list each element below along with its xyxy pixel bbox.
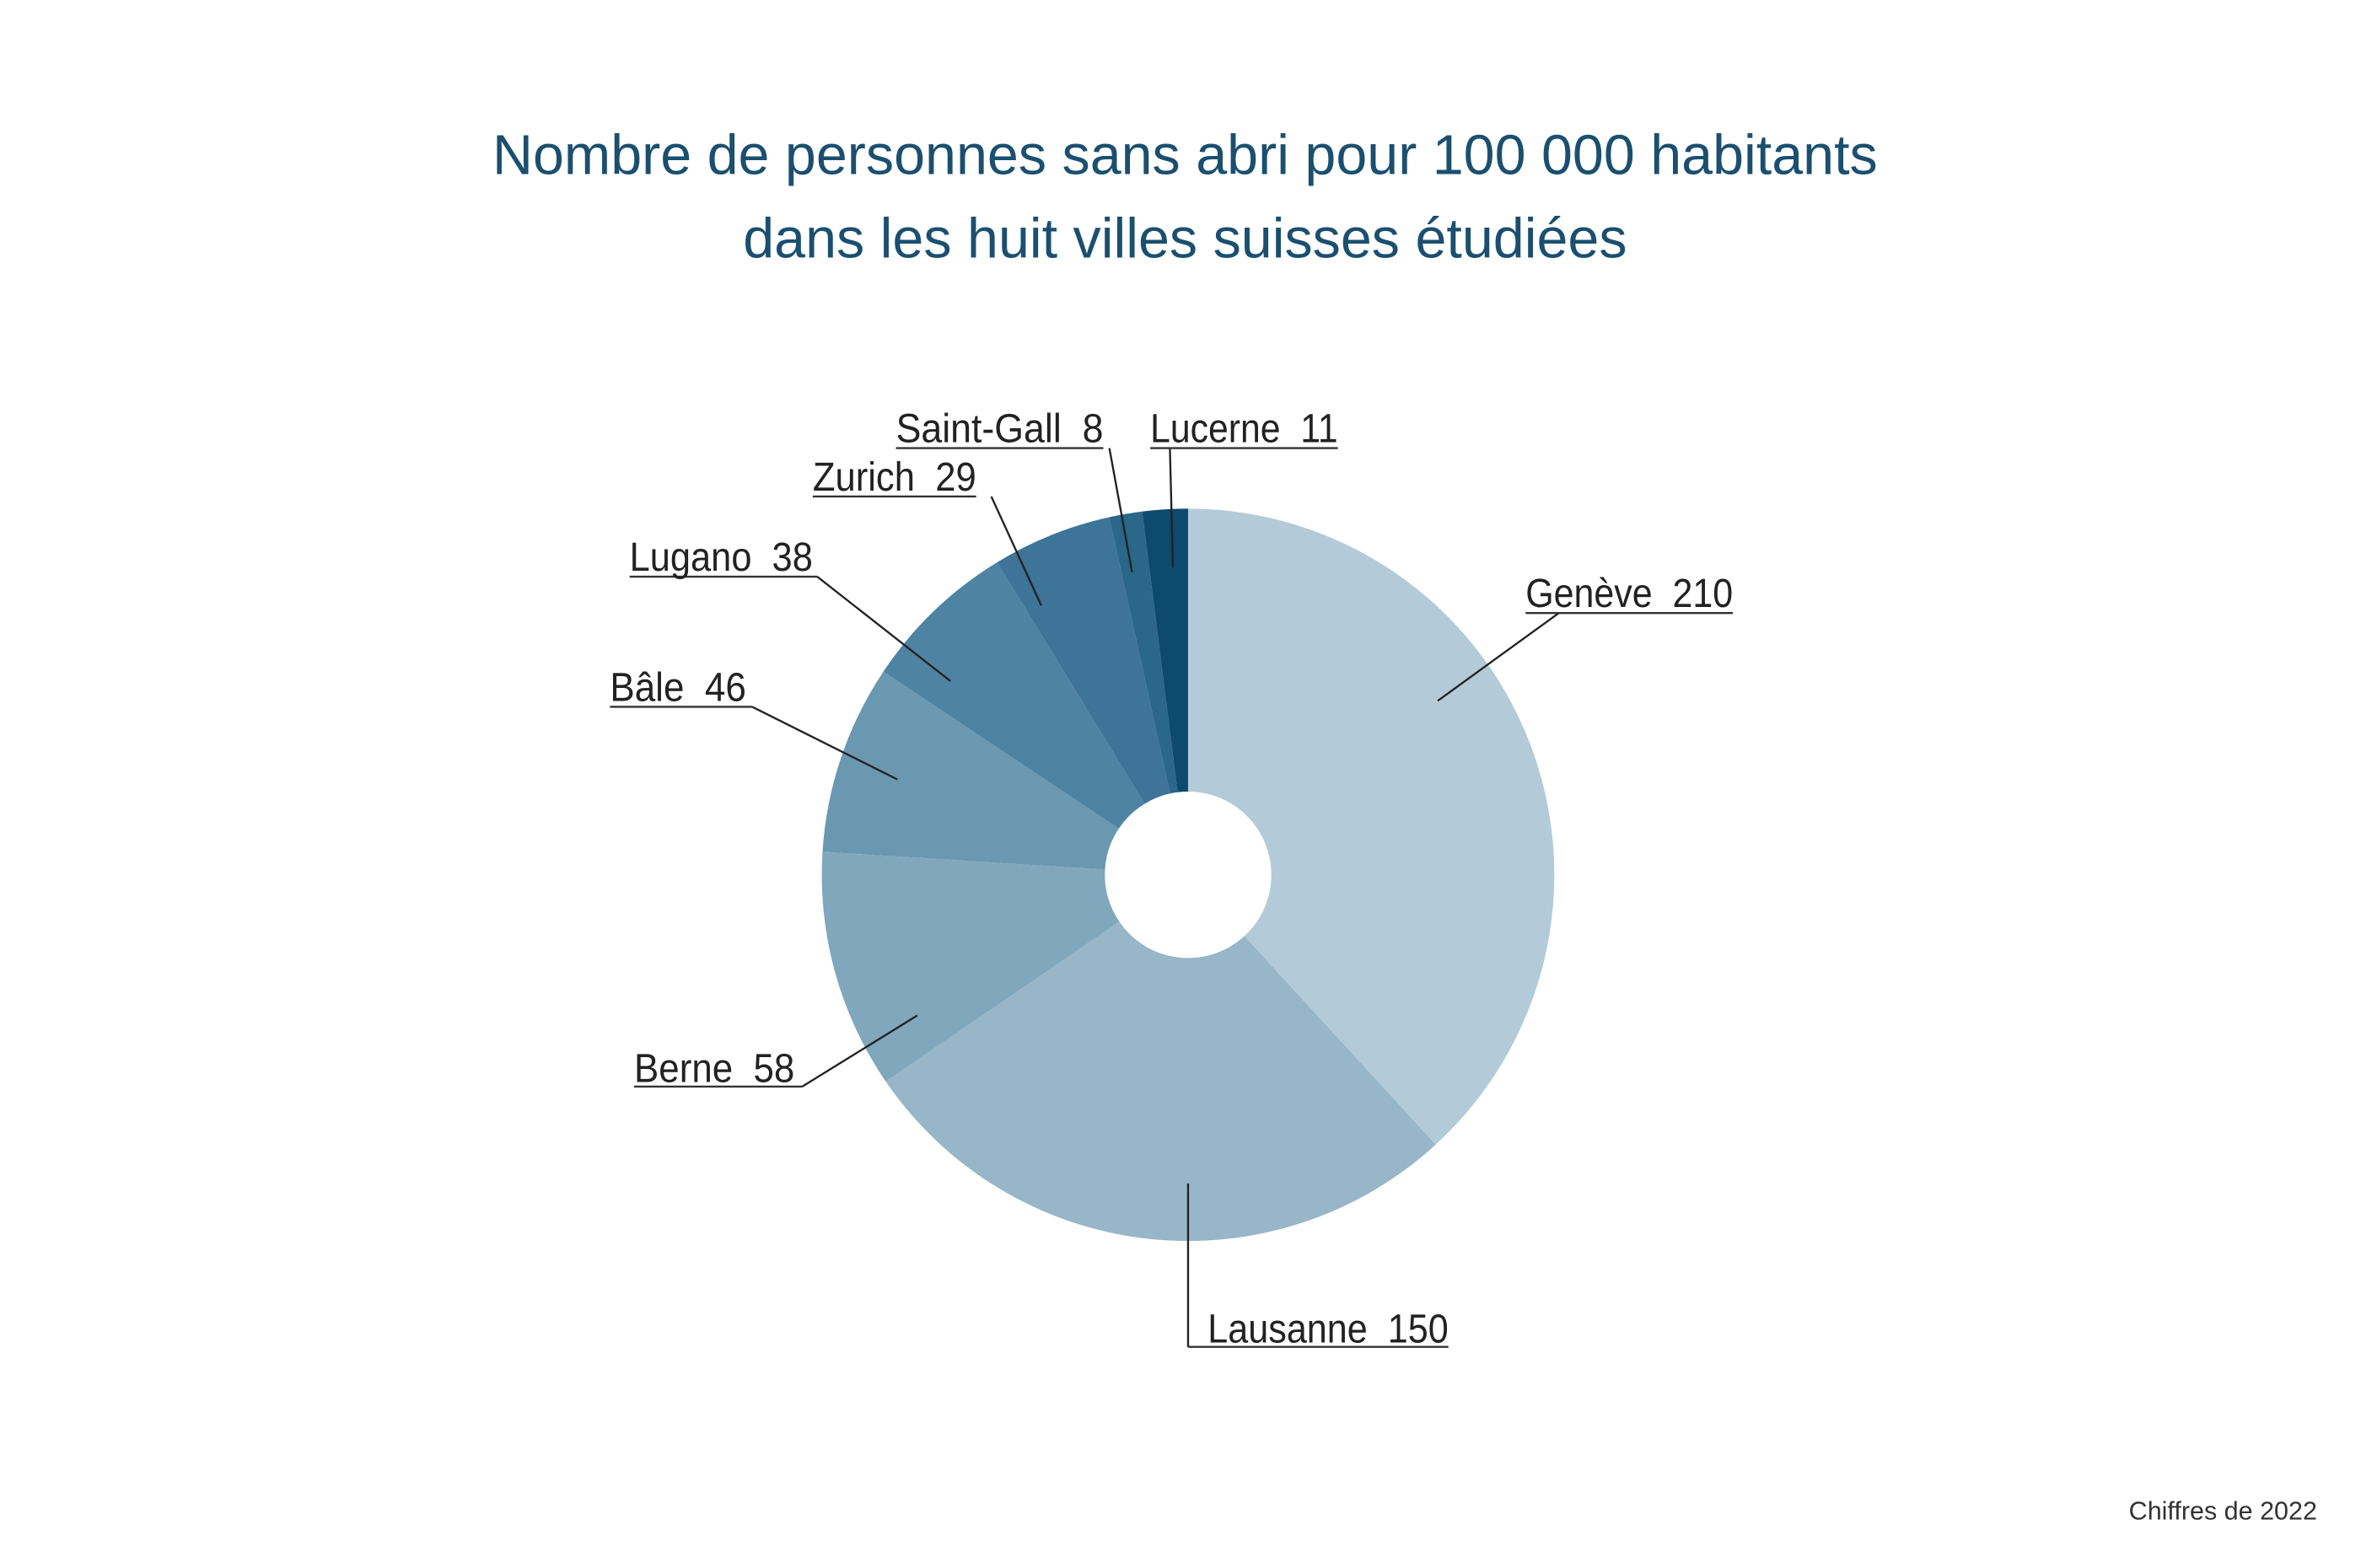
leader-line	[1169, 448, 1175, 568]
label-zurich: Zurich 29	[813, 454, 1042, 606]
label-saint-gall: Saint-Gall 8	[896, 405, 1133, 572]
slices	[821, 508, 1555, 1242]
leader-line	[816, 576, 951, 682]
source-note: Chiffres de 2022	[2129, 1496, 2317, 1525]
slice-b-le	[822, 671, 1119, 870]
label-b-le: Bâle 46	[610, 664, 898, 781]
label-lucerne: Lucerne 11	[1150, 405, 1338, 568]
leader-line	[1437, 612, 1560, 702]
chart-title-line-1: Nombre de personnes sans abri pour 100 0…	[492, 125, 1878, 187]
slice-gen-ve	[1187, 508, 1555, 1145]
slice-lucerne	[1142, 508, 1188, 792]
label-lausanne: Lausanne 150	[1186, 1183, 1449, 1351]
label-lugano: Lugano 38	[629, 534, 951, 682]
slice-zurich	[997, 517, 1170, 804]
slice-labels: Genève 210 Lausanne 150 Berne 58 Bâle 46 Lug…	[610, 405, 1734, 1351]
leader-line	[1108, 448, 1133, 572]
label-text: Lausanne 150	[1207, 1306, 1448, 1351]
label-text: Lugano 38	[630, 534, 813, 580]
label-text: Bâle 46	[610, 664, 746, 710]
label-text: Genève 210	[1525, 571, 1733, 616]
slice-lugano	[883, 562, 1145, 829]
label-text: Berne 58	[634, 1046, 794, 1092]
leader-line	[990, 496, 1042, 606]
label-gen-ve: Genève 210	[1437, 571, 1734, 702]
label-text: Zurich 29	[813, 454, 976, 500]
slice-saint-gall	[1109, 511, 1178, 794]
label-text: Saint-Gall 8	[896, 405, 1104, 451]
slice-berne	[821, 851, 1120, 1082]
leader-line	[751, 706, 898, 781]
label-berne: Berne 58	[634, 1014, 918, 1092]
leader-line	[801, 1014, 918, 1087]
label-text: Lucerne 11	[1150, 405, 1338, 451]
slice-lausanne	[885, 921, 1436, 1242]
chart-title-line-2: dans les huit villes suisses étudiées	[743, 207, 1627, 270]
